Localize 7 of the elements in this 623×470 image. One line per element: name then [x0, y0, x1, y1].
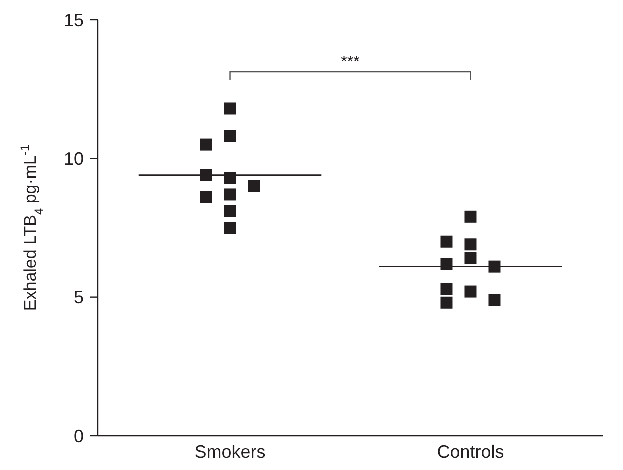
y-tick-label: 10 [64, 148, 84, 169]
y-tick-label: 5 [74, 288, 84, 308]
x-tick-label: Smokers [194, 442, 266, 462]
x-tick-label: Controls [437, 442, 504, 462]
y-tick-label: 15 [64, 10, 84, 30]
annotation: *** [341, 54, 360, 71]
y-tick-label: 0 [74, 426, 84, 446]
